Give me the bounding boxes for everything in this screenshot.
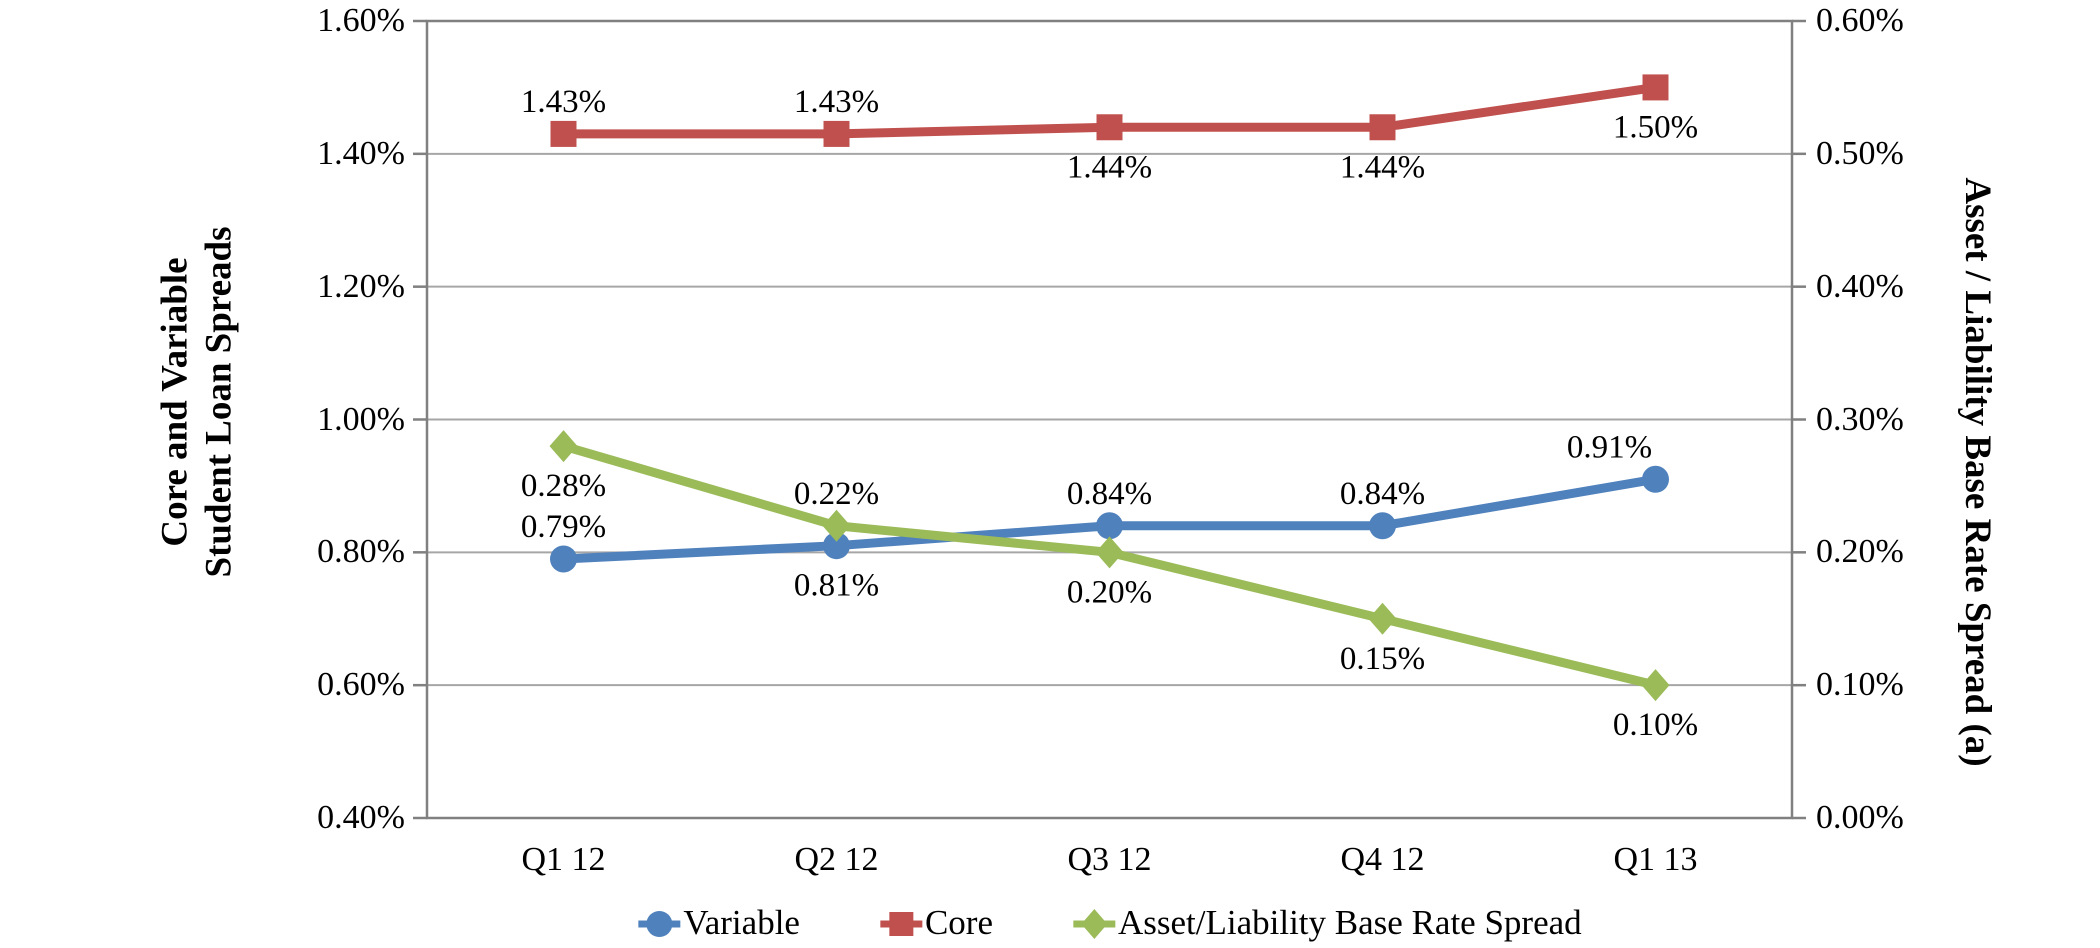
data-point-label: 1.44%: [1067, 149, 1152, 185]
x-axis-label: Q3 12: [1067, 841, 1152, 878]
data-point-label: 1.50%: [1613, 109, 1698, 145]
legend-item-core: Core: [878, 903, 993, 943]
data-point-marker: [1096, 114, 1123, 141]
legend-item-label: Variable: [683, 903, 800, 942]
circle-marker-icon: [646, 911, 673, 937]
data-point-marker: [1368, 602, 1397, 635]
diamond-legend-key-icon: [1073, 909, 1115, 939]
square-legend-key-icon: [879, 912, 922, 936]
y-axis-tick-label-right: 0.10%: [1816, 666, 1904, 704]
data-point-marker: [822, 509, 851, 542]
y-axis-tick-label-right: 0.20%: [1816, 533, 1904, 571]
data-point-marker: [1642, 465, 1669, 493]
data-point-marker: [550, 545, 577, 573]
data-point-label: 0.84%: [1067, 476, 1152, 512]
y-axis-tick-label-left: 1.40%: [317, 134, 405, 172]
data-point-label: 1.44%: [1340, 149, 1425, 185]
data-point-marker: [823, 532, 850, 560]
plot-area-svg: 0.79% 0.81% 0.84% 0.84% 0.91% 1.43% 1.43% 1.44%…: [413, 19, 1806, 820]
y-axis-tick-label-left: 0.80%: [317, 533, 405, 571]
data-point-label: 0.28%: [521, 468, 606, 504]
square-marker-icon: [888, 912, 913, 936]
diamond-marker-icon: [1081, 909, 1107, 939]
y-axis-tick-label-left: 1.60%: [317, 2, 405, 39]
y-axis-tick-label-right: 0.00%: [1816, 799, 1904, 836]
circle-legend-key-icon: [638, 911, 681, 937]
legend-item-asset-liability-base-rate-spread: Asset/Liability Base Rate Spread: [1071, 903, 1582, 943]
data-point-marker: [1096, 512, 1123, 540]
data-point-label: 0.15%: [1340, 641, 1425, 677]
data-point-marker: [550, 120, 577, 147]
data-point-label: 0.22%: [794, 476, 879, 512]
y-axis-tick-label-right: 0.60%: [1816, 2, 1904, 39]
left-axis-title-line1: Core and Variable: [154, 257, 196, 547]
data-point-marker: [549, 430, 578, 463]
legend-item-variable: Variable: [636, 903, 800, 943]
data-point-label: 0.81%: [794, 568, 879, 604]
data-point-marker: [1369, 114, 1396, 141]
y-axis-tick-label-right: 0.50%: [1816, 134, 1904, 172]
data-point-marker: [1095, 536, 1124, 569]
data-point-label: 0.84%: [1340, 476, 1425, 512]
y-axis-tick-label-left: 0.40%: [317, 799, 405, 836]
y-axis-tick-label-left: 1.00%: [317, 400, 405, 438]
x-axis-label: Q2 12: [794, 841, 879, 878]
data-point-marker: [823, 120, 850, 147]
data-point-label: 1.43%: [521, 84, 606, 120]
data-point-marker: [1369, 512, 1396, 540]
x-axis-label: Q1 13: [1613, 841, 1698, 878]
y-axis-tick-label-right: 0.40%: [1816, 267, 1904, 305]
left-axis-title: Core and Variable Student Loan Spreads: [153, 227, 240, 578]
x-axis-label: Q4 12: [1340, 841, 1425, 878]
y-axis-tick-label-right: 0.30%: [1816, 400, 1904, 438]
data-point-label: 1.43%: [794, 84, 879, 120]
data-point-marker: [1642, 74, 1669, 101]
y-axis-tick-label-left: 0.60%: [317, 666, 405, 704]
data-point-marker: [1641, 669, 1670, 702]
x-axis-label: Q1 12: [521, 841, 606, 878]
legend-item-label: Core: [924, 903, 993, 942]
legend: Variable Core Asset/Liability Base Rate Sp…: [636, 903, 1582, 943]
data-point-label: 0.91%: [1567, 429, 1652, 465]
data-point-label: 0.20%: [1067, 574, 1152, 610]
data-point-label: 0.10%: [1613, 707, 1698, 743]
data-point-label: 0.79%: [521, 509, 606, 545]
legend-item-label: Asset/Liability Base Rate Spread: [1118, 903, 1582, 942]
y-axis-tick-label-left: 1.20%: [317, 267, 405, 305]
